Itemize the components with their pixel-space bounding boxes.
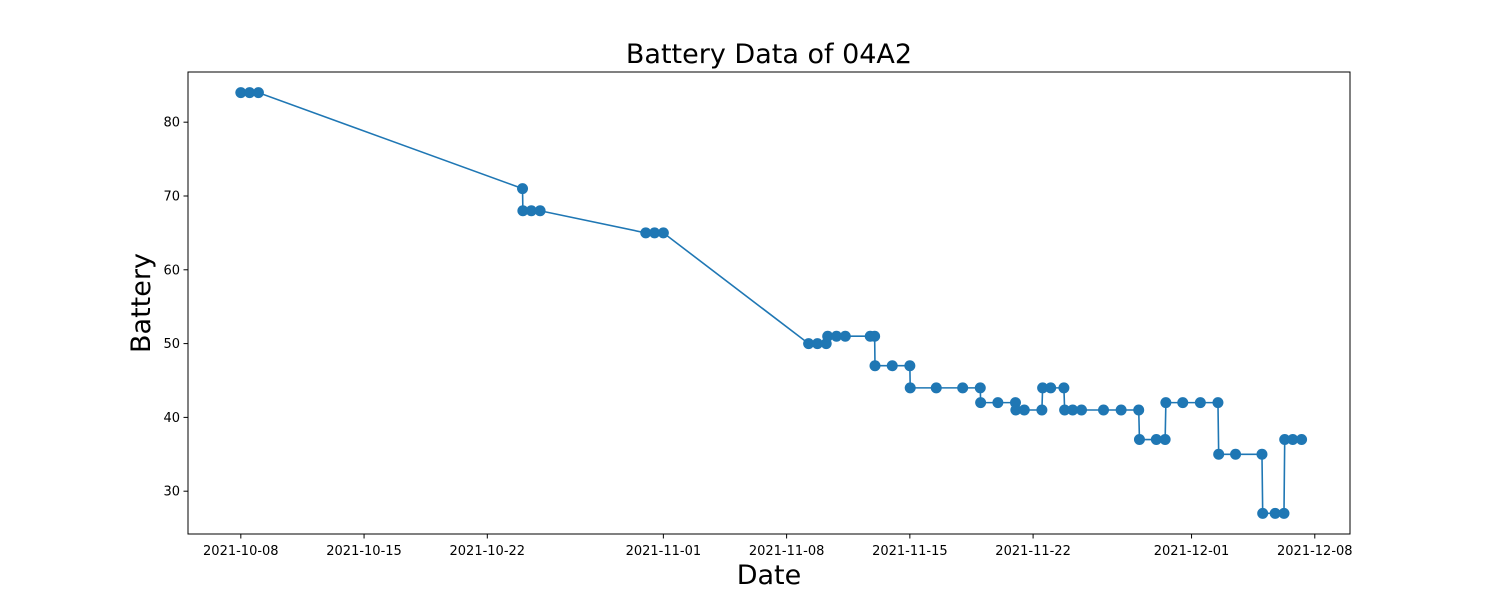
data-point: [869, 330, 881, 342]
data-point: [886, 360, 898, 372]
data-point: [822, 330, 834, 342]
data-point: [1150, 434, 1162, 446]
y-tick-label: 80: [163, 116, 180, 131]
data-point: [803, 338, 815, 350]
data-point: [534, 205, 546, 217]
y-tick-label: 70: [163, 189, 180, 204]
data-point: [1287, 434, 1299, 446]
data-point: [517, 183, 529, 195]
data-point: [235, 87, 247, 99]
data-point: [1058, 382, 1070, 394]
y-tick-label: 30: [163, 485, 180, 500]
data-point: [657, 227, 669, 239]
data-point: [1256, 448, 1268, 460]
data-point: [649, 227, 661, 239]
data-point: [1212, 397, 1224, 409]
data-point: [1045, 382, 1057, 394]
x-axis-label: Date: [737, 560, 802, 591]
x-tick-label: 2021-11-22: [995, 544, 1071, 559]
data-point: [839, 330, 851, 342]
x-tick-label: 2021-10-15: [326, 544, 402, 559]
data-point: [1296, 434, 1308, 446]
data-point: [640, 227, 652, 239]
data-point: [1010, 404, 1022, 416]
data-point: [252, 87, 264, 99]
data-point: [1059, 404, 1071, 416]
data-point: [525, 205, 537, 217]
x-tick-label: 2021-11-01: [626, 544, 702, 559]
data-point: [830, 330, 842, 342]
data-point: [1279, 434, 1291, 446]
plot-area: [235, 87, 1308, 519]
x-tick-label: 2021-10-22: [450, 544, 526, 559]
data-point: [1098, 404, 1110, 416]
x-axis-ticks: 2021-10-08 2021-10-15 2021-10-22 2021-11-01…: [203, 534, 1353, 559]
data-point: [244, 87, 256, 99]
data-point: [1194, 397, 1206, 409]
data-point: [974, 382, 986, 394]
data-point: [1269, 507, 1281, 519]
y-axis-ticks: 30 40 50 60 70 80: [163, 116, 188, 500]
x-tick-label: 2021-11-08: [749, 544, 825, 559]
data-point: [1159, 434, 1171, 446]
data-point: [1076, 404, 1088, 416]
data-point: [869, 360, 881, 372]
data-point: [1278, 507, 1290, 519]
data-point: [1177, 397, 1189, 409]
data-point: [1115, 404, 1127, 416]
data-point: [517, 205, 529, 217]
data-point: [1036, 404, 1048, 416]
data-point: [811, 338, 823, 350]
x-tick-label: 2021-10-08: [203, 544, 279, 559]
data-point: [930, 382, 942, 394]
data-point: [1037, 382, 1049, 394]
plot-frame: [187, 71, 1351, 535]
data-point: [992, 397, 1004, 409]
y-axis-label: Battery: [126, 253, 157, 353]
x-tick-label: 2021-12-01: [1154, 544, 1230, 559]
data-point: [1213, 448, 1225, 460]
chart-title: Battery Data of 04A2: [626, 39, 912, 70]
data-point: [904, 382, 916, 394]
y-tick-label: 40: [163, 411, 180, 426]
data-point: [904, 360, 916, 372]
x-tick-label: 2021-12-08: [1277, 544, 1353, 559]
data-point: [1230, 448, 1242, 460]
x-tick-label: 2021-11-15: [872, 544, 948, 559]
data-point: [1133, 404, 1145, 416]
data-point: [1018, 404, 1030, 416]
y-tick-label: 60: [163, 263, 180, 278]
data-point: [975, 397, 987, 409]
data-point: [1067, 404, 1079, 416]
data-point: [1133, 434, 1145, 446]
data-point: [1160, 397, 1172, 409]
data-point: [1257, 507, 1269, 519]
y-tick-label: 50: [163, 337, 180, 352]
data-point: [957, 382, 969, 394]
